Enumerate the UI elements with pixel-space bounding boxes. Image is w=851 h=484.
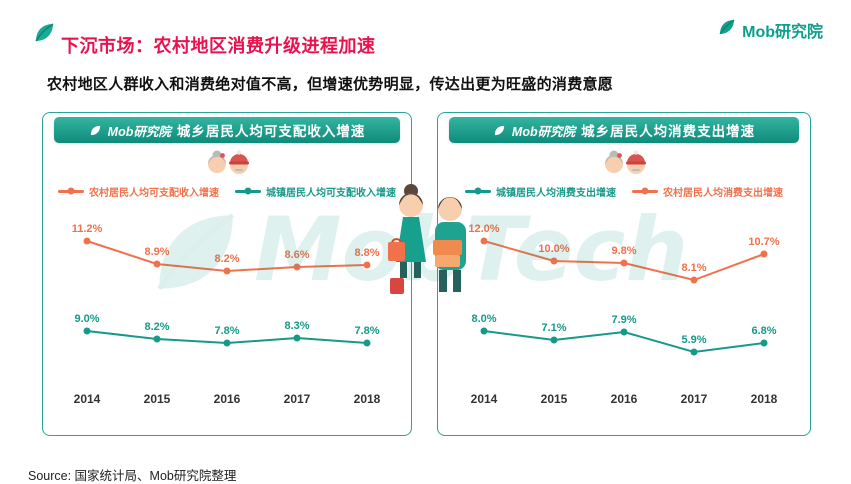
data-point [480,237,488,245]
brand-logo-text: Mob研究院 [742,23,823,41]
chart-header-badge: Mob研究院 城乡居民人均消费支出增速 [449,117,799,143]
badge-brand-text: Mob研究院 [511,124,576,139]
leaf-icon [717,17,737,42]
brand-logo: Mob研究院 [717,17,823,42]
legend-label: 城镇居民人均可支配收入增速 [266,187,396,199]
page-title: 下沉市场：农村地区消费升级进程加速 [61,36,376,57]
data-label: 8.8% [354,247,379,259]
source-note: Source: 国家统计局、Mob研究院整理 [28,468,237,483]
data-label: 6.8% [751,325,776,337]
legend-item: 农村居民人均可支配收入增速 [58,184,219,199]
data-label: 8.1% [681,262,706,274]
chart-title: 城乡居民人均消费支出增速 [581,124,756,139]
data-point [363,339,371,347]
expenditure-growth-chart-panel: Mob研究院 城乡居民人均消费支出增速 城镇居民人均消费支出增速 农村居民人均消… [437,112,811,436]
line-chart: 11.2% 8.9% 8.2% 8.6% 8.8% 9.0% 8.2% 7.8% 8.3% 7.8… [72,223,381,406]
data-label: 7.9% [611,314,636,326]
legend-label: 农村居民人均消费支出增速 [663,187,783,199]
elderly-couple-icon [199,149,255,181]
line-chart: 12.0% 10.0% 9.8% 8.1% 10.7% 8.0% 7.1% 7.9% 5.9% 6… [468,223,779,406]
data-label: 10.0% [538,243,569,255]
data-point [760,250,768,258]
axis-year-label: 2016 [214,392,241,406]
data-point [223,267,231,275]
data-label: 9.8% [611,245,636,257]
axis-year-label: 2017 [284,392,311,406]
data-label: 8.2% [144,321,169,333]
data-point [480,327,488,335]
data-label: 5.9% [681,334,706,346]
data-label: 8.6% [284,249,309,261]
data-point [83,237,91,245]
badge-brand-text: Mob研究院 [107,124,171,139]
data-point [620,259,628,267]
data-label: 7.8% [214,325,239,337]
data-label: 7.8% [354,325,379,337]
data-label: 8.0% [471,313,496,325]
legend-marker [632,189,658,193]
elderly-couple-icon [596,149,652,181]
legend-label: 城镇居民人均消费支出增速 [496,187,616,199]
axis-year-label: 2015 [541,392,568,406]
legend-marker [235,189,261,193]
data-point [760,339,768,347]
data-point [363,261,371,269]
data-point [293,263,301,271]
chart-legend: 农村居民人均可支配收入增速 城镇居民人均可支配收入增速 [58,183,396,199]
data-label: 12.0% [468,223,499,235]
data-point [690,348,698,356]
mob-leaf-icon [89,124,102,137]
data-point [153,260,161,268]
data-label: 8.3% [284,320,309,332]
data-point [83,327,91,335]
data-point [690,276,698,284]
data-point [293,334,301,342]
legend-label: 农村居民人均可支配收入增速 [89,187,219,199]
data-label: 7.1% [541,322,566,334]
legend-item: 城镇居民人均可支配收入增速 [235,184,396,199]
data-point [620,328,628,336]
data-label: 10.7% [748,236,779,248]
chart-header-badge: Mob研究院 城乡居民人均可支配收入增速 [54,117,400,143]
chart-legend: 城镇居民人均消费支出增速 农村居民人均消费支出增速 [465,183,783,199]
mob-leaf-icon [493,124,506,137]
data-point [223,339,231,347]
data-point [153,335,161,343]
axis-year-label: 2015 [144,392,171,406]
page-subtitle: 农村地区人群收入和消费绝对值不高，但增速优势明显，传达出更为旺盛的消费意愿 [47,76,614,93]
axis-year-label: 2014 [74,392,101,406]
legend-marker [58,189,84,193]
axis-year-label: 2017 [681,392,708,406]
legend-marker [465,189,491,193]
legend-item: 城镇居民人均消费支出增速 [465,184,616,199]
data-point [550,257,558,265]
data-point [550,336,558,344]
income-growth-chart-panel: Mob研究院 城乡居民人均可支配收入增速 农村居民人均可支配收入增速 城镇居民人… [42,112,412,436]
data-label: 8.9% [144,246,169,258]
axis-year-label: 2016 [611,392,638,406]
chart-title: 城乡居民人均可支配收入增速 [176,124,366,139]
axis-year-label: 2018 [354,392,381,406]
axis-year-label: 2018 [751,392,778,406]
leaf-icon [33,21,56,44]
legend-item: 农村居民人均消费支出增速 [632,184,783,199]
axis-year-label: 2014 [471,392,498,406]
data-label: 9.0% [74,313,99,325]
data-label: 8.2% [214,253,239,265]
data-label: 11.2% [72,223,103,235]
